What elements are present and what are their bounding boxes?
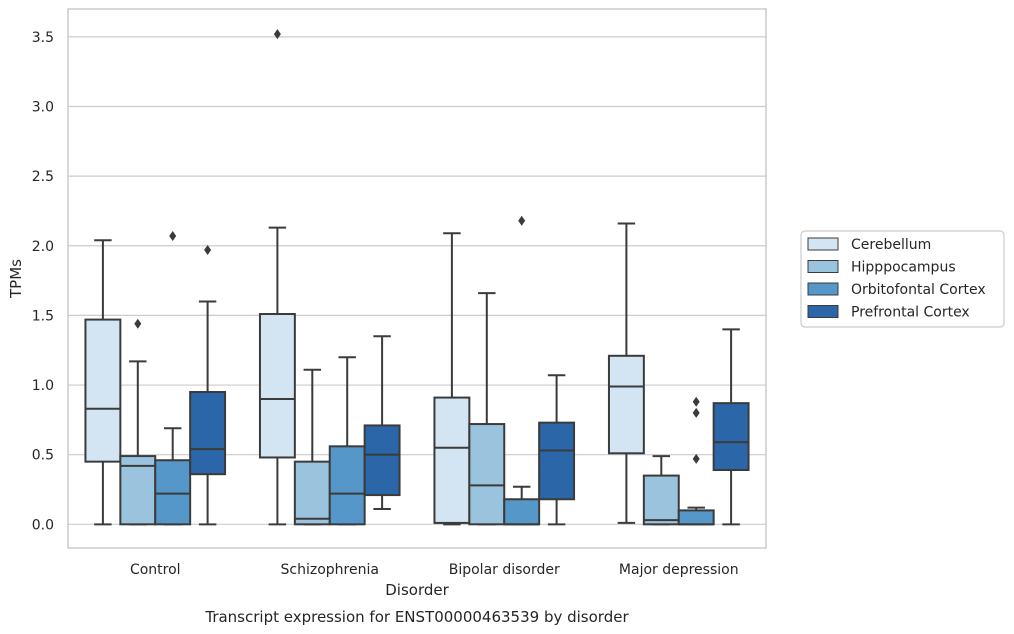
x-tick-label: Bipolar disorder [449, 562, 560, 578]
box-3-0 [607, 222, 645, 524]
box-3-3 [712, 328, 750, 526]
legend-swatch [807, 305, 839, 318]
box-iqr [712, 402, 750, 472]
outlier-point [518, 215, 526, 226]
box-1-1 [293, 368, 331, 526]
box-iqr [154, 459, 192, 526]
outlier-point [134, 318, 142, 329]
box-iqr [468, 423, 506, 526]
box-0-3 [189, 244, 227, 526]
legend-label: Hipppocampus [851, 260, 956, 276]
y-tick-labels: 0.0 0.5 1.0 1.5 2.0 2.5 3.0 3.5 [32, 30, 54, 533]
y-tick-label: 2.0 [32, 239, 54, 255]
box-iqr [328, 445, 366, 526]
y-tick-label: 3.0 [32, 99, 54, 115]
legend-swatch [807, 260, 839, 273]
y-tick-label: 1.5 [32, 308, 54, 324]
legend-label: Prefrontal Cortex [851, 305, 970, 321]
y-tick-label: 2.5 [32, 169, 54, 185]
grid-lines [68, 36, 766, 525]
box-1-3 [363, 335, 401, 511]
x-tick-label: Control [130, 562, 181, 578]
legend-swatch [807, 237, 839, 251]
box-2-0 [433, 232, 471, 526]
box-iqr [433, 396, 471, 524]
x-tick-label: Schizophrenia [281, 562, 379, 578]
plot-frame [67, 8, 767, 549]
box-3-1 [642, 455, 680, 526]
box-iqr [642, 474, 680, 526]
legend-frame [800, 230, 1005, 328]
y-axis-title: TPMs [7, 259, 25, 299]
box-2-2 [503, 215, 541, 526]
box-layer [84, 29, 750, 526]
y-tick-label: 0.0 [32, 517, 54, 533]
x-tick-labels: Control Schizophrenia Bipolar disorder Majo… [130, 562, 739, 578]
box-iqr [538, 421, 576, 501]
legend-swatch [807, 282, 839, 296]
box-iqr [189, 391, 227, 476]
box-iqr [84, 318, 122, 463]
box-iqr [119, 455, 157, 526]
box-iqr [677, 509, 715, 526]
box-2-3 [538, 374, 576, 526]
box-iqr [293, 460, 331, 526]
outlier-point [692, 407, 700, 418]
y-tick-label: 0.5 [32, 448, 54, 464]
outlier-point [169, 231, 177, 242]
outlier-point [692, 453, 700, 464]
box-3-2 [677, 396, 715, 526]
box-2-1 [468, 292, 506, 526]
box-0-0 [84, 239, 122, 526]
box-iqr [607, 354, 645, 455]
box-0-2 [154, 231, 192, 526]
outlier-point [273, 29, 281, 40]
legend-label: Cerebellum [851, 237, 931, 253]
box-iqr [503, 498, 541, 526]
box-1-2 [328, 356, 366, 526]
outlier-point [204, 244, 212, 255]
box-1-0 [258, 29, 296, 526]
x-axis-title: Disorder [385, 581, 449, 599]
y-tick-label: 3.5 [32, 30, 54, 46]
legend: Cerebellum Hipppocampus Orbitofontal Corte… [800, 230, 1005, 328]
y-tick-label: 1.0 [32, 378, 54, 394]
legend-label: Orbitofontal Cortex [851, 282, 986, 298]
chart-caption: Transcript expression for ENST0000046353… [204, 608, 629, 626]
box-iqr [363, 424, 401, 497]
x-tick-label: Major depression [619, 562, 739, 578]
outlier-point [692, 396, 700, 407]
box-iqr [258, 313, 296, 459]
box-0-1 [119, 318, 157, 526]
